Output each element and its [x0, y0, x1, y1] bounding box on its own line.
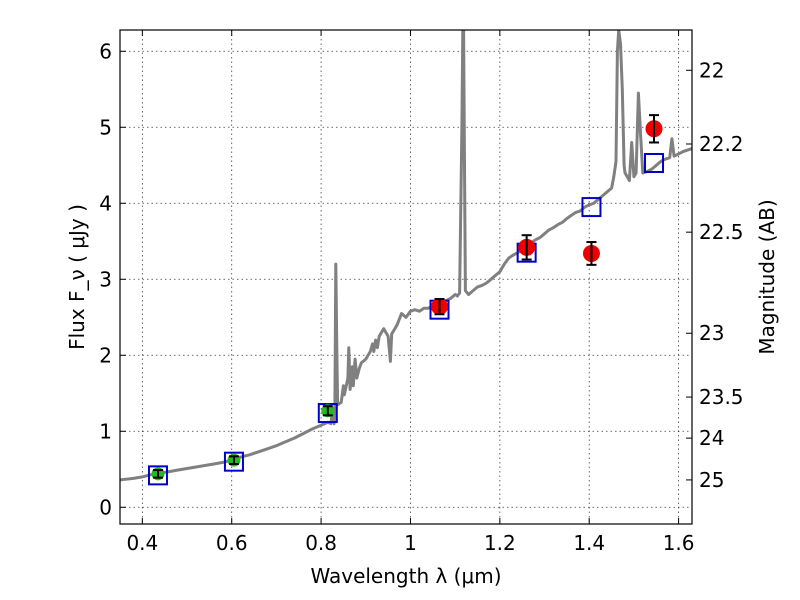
plot-frame — [119, 29, 693, 525]
model-square-point — [223, 451, 244, 472]
grid-layer — [120, 30, 692, 524]
x-tick-label: 1.2 — [484, 531, 516, 555]
right-tick-label: 22.5 — [699, 220, 744, 244]
model-square-point — [317, 403, 338, 424]
right-axis-label: Magnitude (AB) — [755, 199, 779, 354]
x-axis-label: Wavelength λ (μm) — [310, 564, 501, 588]
model-square-point — [147, 465, 168, 486]
y-tick-label: 1 — [99, 419, 112, 443]
y-axis-label: Flux F_ν ( μJy ) — [65, 204, 89, 350]
data-layer — [120, 30, 692, 486]
x-tick-label: 1 — [404, 531, 417, 555]
tick-layer: 0.4 0.6 0.8 1 1.2 1.4 1.601234562222.222.52323… — [99, 30, 744, 555]
x-tick-label: 0.6 — [216, 531, 248, 555]
x-tick-label: 0.4 — [126, 531, 158, 555]
right-tick-label: 22 — [699, 58, 724, 82]
x-tick-label: 1.6 — [663, 531, 695, 555]
y-tick-label: 5 — [99, 115, 112, 139]
model-square-point — [644, 153, 665, 173]
right-tick-label: 23.5 — [699, 385, 744, 409]
y-tick-label: 3 — [99, 267, 112, 291]
right-tick-label: 24 — [699, 426, 724, 450]
x-tick-label: 0.8 — [305, 531, 337, 555]
model-square-point — [581, 197, 602, 218]
x-tick-label: 1.4 — [573, 531, 605, 555]
right-tick-label: 23 — [699, 321, 724, 345]
y-tick-label: 0 — [99, 495, 112, 519]
y-tick-label: 2 — [99, 343, 112, 367]
right-tick-label: 25 — [699, 468, 724, 492]
y-tick-label: 6 — [99, 39, 112, 63]
y-tick-label: 4 — [99, 191, 112, 215]
right-tick-label: 22.2 — [699, 132, 744, 156]
spectrum-line — [120, 30, 692, 482]
